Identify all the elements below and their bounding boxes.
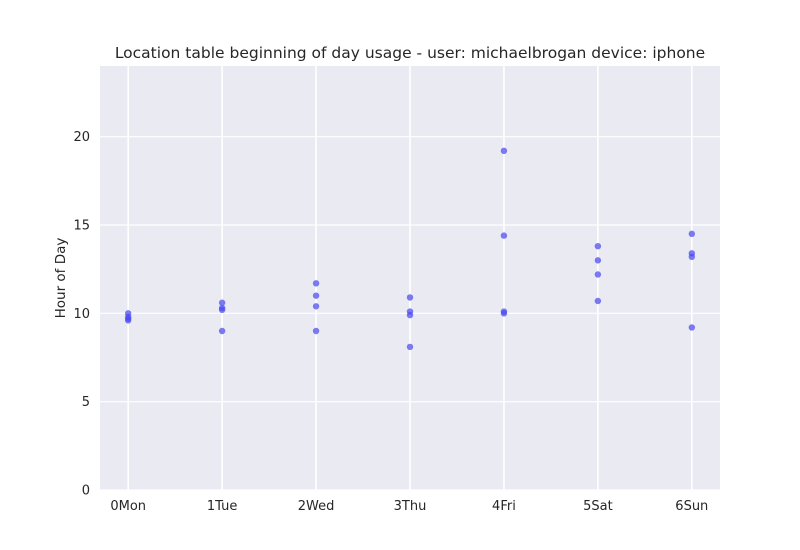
y-axis-label: Hour of Day	[53, 238, 69, 319]
data-point	[312, 292, 320, 299]
y-tick-label: 10	[73, 307, 90, 322]
data-point	[500, 232, 508, 239]
data-point	[594, 243, 602, 250]
data-point	[594, 257, 602, 264]
data-point	[406, 343, 414, 351]
data-point	[688, 253, 696, 260]
y-tick-label: 15	[73, 219, 90, 234]
x-tick-label: 3Thu	[394, 499, 427, 514]
data-point	[594, 297, 602, 305]
x-tick-label: 6Sun	[675, 499, 708, 514]
x-tick-label: 0Mon	[110, 499, 146, 514]
data-point	[500, 310, 508, 317]
data-point	[688, 324, 696, 331]
y-tick-label: 0	[82, 484, 90, 499]
data-point	[594, 271, 602, 278]
y-tick-label: 20	[73, 130, 90, 145]
data-point	[218, 299, 226, 306]
x-tick-label: 5Sat	[583, 499, 613, 514]
data-points	[124, 147, 696, 351]
y-tick-label: 5	[82, 395, 90, 410]
x-tick-label: 4Fri	[492, 499, 516, 514]
x-tick-labels: 0Mon 1Tue 2Wed 3Thu 4Fri 5Sat 6Sun	[110, 499, 708, 514]
x-tick-label: 1Tue	[207, 499, 237, 514]
chart-title: Location table beginning of day usage - …	[115, 44, 705, 62]
y-tick-labels: 0 5 10 15 20	[73, 130, 90, 498]
data-point	[218, 327, 226, 335]
data-point	[312, 327, 320, 335]
x-tick-label: 2Wed	[298, 499, 335, 514]
data-point	[500, 147, 508, 154]
data-point	[406, 294, 414, 301]
data-point	[688, 230, 696, 238]
data-point	[406, 311, 414, 319]
data-point	[312, 303, 320, 310]
data-point	[218, 306, 226, 313]
data-point	[124, 317, 132, 324]
data-point	[312, 280, 320, 287]
